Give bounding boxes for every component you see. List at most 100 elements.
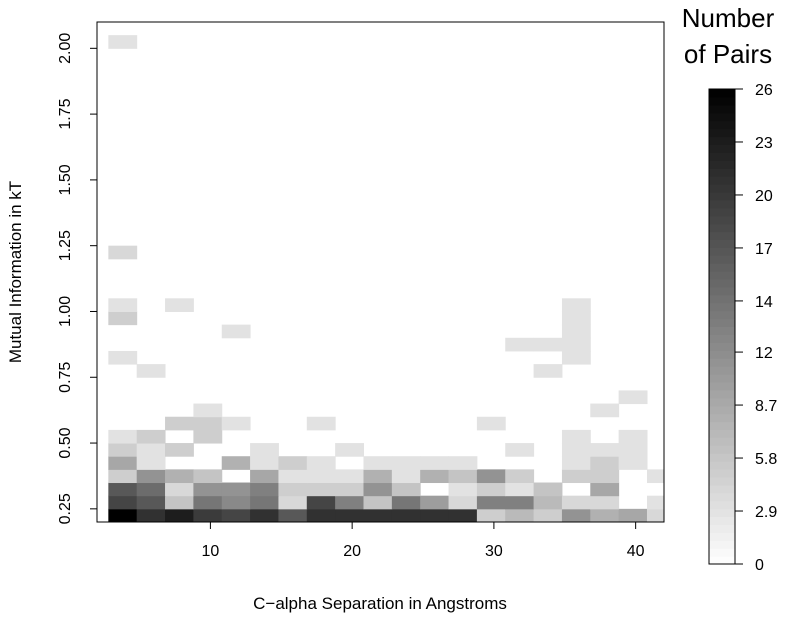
heatmap-cell — [278, 456, 308, 470]
legend-color-strip — [709, 279, 735, 288]
heatmap-cell — [165, 495, 194, 510]
legend-color-strip — [709, 168, 735, 177]
heatmap-cell — [193, 482, 223, 497]
heatmap-cell — [363, 508, 393, 523]
legend-color-strip — [709, 437, 735, 446]
legend-color-strip — [709, 500, 735, 510]
heatmap-cell — [618, 390, 648, 405]
x-axis: 10 20 30 40 — [202, 522, 645, 560]
heatmap-cell — [108, 456, 138, 470]
heatmap-cell — [136, 508, 166, 523]
heatmap-cell — [221, 324, 251, 339]
legend-tick-label: 12 — [755, 345, 773, 362]
legend-color-strip — [709, 508, 735, 518]
heatmap-cell — [136, 364, 166, 378]
heatmap-cell — [250, 508, 279, 523]
heatmap-cell — [165, 482, 194, 497]
x-axis-label: C−alpha Separation in Angstroms — [253, 594, 507, 613]
heatmap-cell — [533, 364, 563, 378]
heatmap-cell — [306, 495, 336, 510]
legend-color-strip — [709, 469, 735, 478]
legend-color-strip — [709, 286, 735, 296]
heatmap-cell — [505, 482, 535, 497]
heatmap-cell — [590, 403, 620, 418]
heatmap-cell — [448, 456, 478, 470]
heatmap-cell — [250, 482, 279, 497]
legend-color-strip — [709, 310, 735, 320]
legend-color-strip — [709, 112, 735, 122]
heatmap-cell — [590, 443, 620, 457]
heatmap-cell — [306, 456, 336, 470]
legend-color-strip — [709, 191, 735, 201]
legend-color-strip — [709, 144, 735, 153]
legend-color-strip — [709, 104, 735, 114]
heatmap-cell — [420, 456, 450, 470]
x-tick-label: 40 — [627, 543, 645, 560]
legend-title-line1: Number — [682, 3, 775, 33]
legend-color-strip — [709, 207, 735, 217]
heatmap-cell — [646, 469, 665, 484]
heatmap-cell — [561, 311, 591, 326]
legend-color-strip — [709, 223, 735, 233]
legend-color-strip — [709, 421, 735, 431]
heatmap-cell — [505, 508, 535, 523]
heatmap-cell — [561, 495, 591, 510]
heatmap-cell — [193, 495, 223, 510]
legend-tick-label: 5.8 — [755, 451, 777, 468]
heatmap-cell — [335, 495, 364, 510]
legend-color-strip — [709, 358, 735, 367]
heatmap-cell — [590, 469, 620, 484]
legend-title-line2: of Pairs — [684, 39, 772, 69]
legend-color-strip — [709, 476, 735, 486]
heatmap-cell — [448, 482, 478, 497]
heatmap-cell — [363, 456, 393, 470]
heatmap-cell — [391, 469, 421, 484]
heatmap-cell — [165, 416, 194, 431]
heatmap-cell — [448, 508, 478, 523]
legend-color-strip — [709, 413, 735, 423]
legend-tick-label: 20 — [755, 188, 773, 205]
heatmap-cell — [306, 508, 336, 523]
legend-tick-label: 26 — [755, 82, 773, 99]
heatmap-cell — [250, 443, 279, 457]
y-tick-label: 1.25 — [57, 230, 74, 261]
y-tick-label: 1.50 — [57, 164, 74, 195]
heatmap-cell — [505, 443, 535, 457]
heatmap-cell — [618, 456, 648, 470]
heatmap-cell — [533, 337, 563, 352]
heatmap-cell — [505, 337, 535, 352]
heatmap-cell — [165, 443, 194, 457]
heatmap-cell — [590, 495, 620, 510]
legend-color-strip — [709, 524, 735, 533]
heatmap-cell — [250, 456, 279, 470]
heatmap-cell — [221, 508, 251, 523]
heatmap-cell — [108, 35, 138, 49]
legend-tick-label: 14 — [755, 294, 773, 311]
heatmap-cell — [590, 508, 620, 523]
legend-color-strip — [709, 89, 735, 98]
heatmap-cell — [193, 469, 223, 484]
legend: Number of Pairs 0 2.9 5.8 8.7 12 14 17 20 23 26 — [682, 3, 778, 574]
heatmap-cell — [618, 429, 648, 444]
heatmap-cell — [108, 443, 138, 457]
legend-color-strip — [709, 429, 735, 438]
legend-color-strip — [709, 516, 735, 526]
heatmap-cell — [335, 443, 364, 457]
heatmap-cell — [136, 495, 166, 510]
legend-color-strip — [709, 294, 735, 304]
heatmap-cell — [533, 508, 563, 523]
legend-color-strip — [709, 540, 735, 549]
heatmap-cell — [476, 482, 506, 497]
heatmap-cell — [306, 482, 336, 497]
legend-color-strip — [709, 263, 735, 272]
heatmap-cells — [108, 35, 665, 523]
heatmap-cell — [420, 495, 450, 510]
heatmap-cell — [165, 298, 194, 312]
heatmap-cell — [221, 495, 251, 510]
x-tick-label: 20 — [343, 543, 361, 560]
heatmap-cell — [646, 508, 665, 523]
heatmap-cell — [476, 469, 506, 484]
heatmap-cell — [561, 456, 591, 470]
legend-color-bar — [709, 89, 735, 565]
